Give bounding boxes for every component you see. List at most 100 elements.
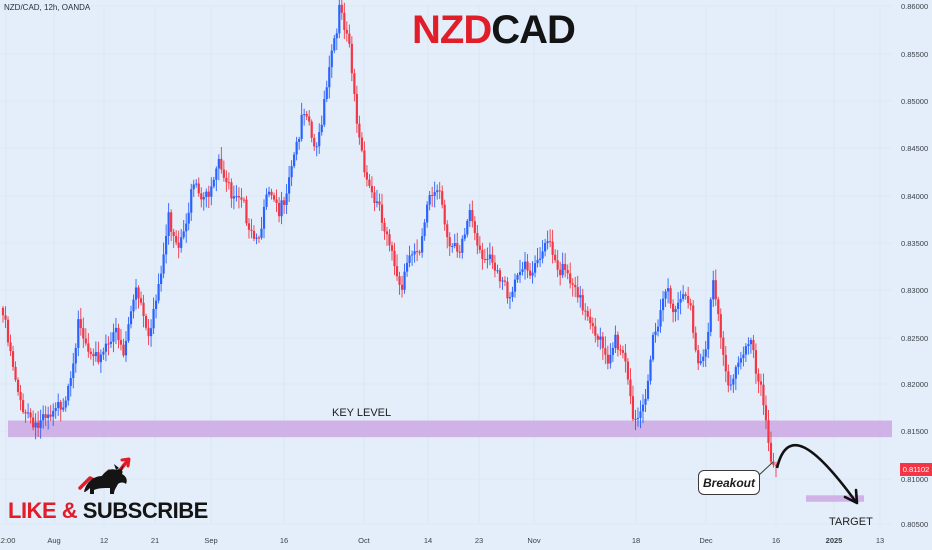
candle-body — [47, 414, 50, 418]
target-label: TARGET — [829, 516, 873, 528]
candle-body — [581, 295, 584, 311]
candle-body — [724, 354, 727, 372]
candle-body — [345, 29, 348, 34]
candle-body — [54, 408, 57, 411]
candle-body — [24, 412, 27, 414]
candle-body — [531, 272, 534, 276]
candle-body — [77, 319, 80, 348]
candle-body — [318, 132, 321, 147]
candle-body — [621, 350, 625, 353]
candle-body — [343, 12, 346, 30]
candle-body — [727, 371, 730, 386]
price-axis[interactable]: 0.86000 0.85500 0.85000 0.84500 0.84000 0.835… — [901, 2, 928, 529]
candle-body — [1, 307, 5, 316]
candle-body — [240, 197, 243, 200]
candle-body — [9, 342, 12, 352]
y-tick-label: 0.80500 — [901, 520, 928, 529]
candle-body — [398, 276, 401, 285]
candle-body — [29, 412, 32, 418]
candle-body — [433, 192, 436, 196]
candle-body — [134, 287, 138, 300]
candle-body — [559, 269, 562, 276]
candle-body — [436, 190, 439, 193]
candle-body — [200, 193, 203, 200]
candle-body — [250, 229, 253, 231]
candle-body — [546, 241, 549, 244]
candle-body — [112, 332, 115, 342]
candle-body — [764, 405, 768, 421]
candle-body — [511, 291, 514, 298]
candle-body — [508, 297, 512, 299]
candle-body — [561, 263, 564, 276]
candle-body — [636, 417, 640, 419]
candle-body — [679, 298, 682, 303]
candle-body — [544, 243, 547, 252]
candle-body — [413, 251, 416, 255]
candle-body — [478, 245, 481, 250]
candle-body — [323, 98, 326, 125]
x-tick-label: Aug — [47, 536, 60, 545]
candle-body — [232, 196, 235, 199]
candle-body — [109, 341, 113, 344]
candle-body — [549, 241, 552, 243]
candle-body — [579, 295, 582, 298]
candle-body — [471, 210, 474, 222]
candle-body — [177, 242, 180, 248]
candle-body — [237, 196, 241, 198]
candle-body — [659, 310, 662, 327]
time-axis[interactable]: 12:00 Aug 12 21 Sep 16 Oct 14 23 Nov 18 Dec 16 2025 13 — [0, 536, 884, 545]
candle-body — [340, 4, 343, 13]
candle-body — [528, 270, 532, 276]
candle-body — [486, 258, 489, 260]
candle-body — [197, 183, 200, 194]
candle-body — [313, 137, 316, 147]
candle-body — [52, 410, 55, 417]
x-tick-label: 2025 — [826, 536, 843, 545]
candle-body — [649, 359, 652, 381]
candle-body — [11, 351, 15, 367]
candle-body — [222, 169, 225, 178]
candle-body — [651, 335, 655, 360]
candle-body — [574, 284, 577, 288]
candle-body — [523, 261, 527, 270]
candle-body — [368, 179, 371, 186]
candle-body — [333, 38, 336, 51]
candle-body — [378, 201, 381, 205]
y-tick-label: 0.86000 — [901, 2, 928, 11]
candle-body — [639, 411, 642, 418]
candle-body — [769, 442, 773, 462]
candle-body — [42, 414, 45, 421]
candle-body — [72, 363, 75, 379]
candle-body — [267, 191, 271, 195]
candle-body — [84, 338, 87, 344]
candle-body — [516, 275, 519, 280]
candle-body — [712, 280, 715, 300]
candle-body — [426, 204, 429, 223]
candle-body — [260, 228, 263, 238]
candle-body — [37, 422, 40, 428]
candle-body — [747, 344, 750, 347]
forecast-arrow-head — [843, 488, 859, 505]
candle-body — [117, 327, 120, 341]
candle-body — [39, 420, 42, 428]
candle-body — [137, 287, 140, 299]
candle-body — [541, 251, 544, 259]
candle-body — [288, 177, 291, 194]
candle-body — [734, 367, 737, 379]
candle-body — [496, 270, 499, 272]
candle-body — [207, 191, 210, 197]
candle-body — [182, 231, 185, 238]
candle-body — [692, 305, 695, 333]
candle-body — [235, 196, 238, 198]
candle-body — [596, 335, 599, 340]
candles — [1, 0, 778, 478]
candle-body — [772, 461, 775, 466]
candle-body — [335, 33, 338, 39]
candle-body — [373, 192, 376, 204]
candle-body — [92, 354, 95, 357]
candle-body — [383, 222, 386, 232]
candle-body — [14, 366, 17, 380]
key-level-zone — [8, 420, 892, 438]
candle-body — [759, 381, 763, 385]
